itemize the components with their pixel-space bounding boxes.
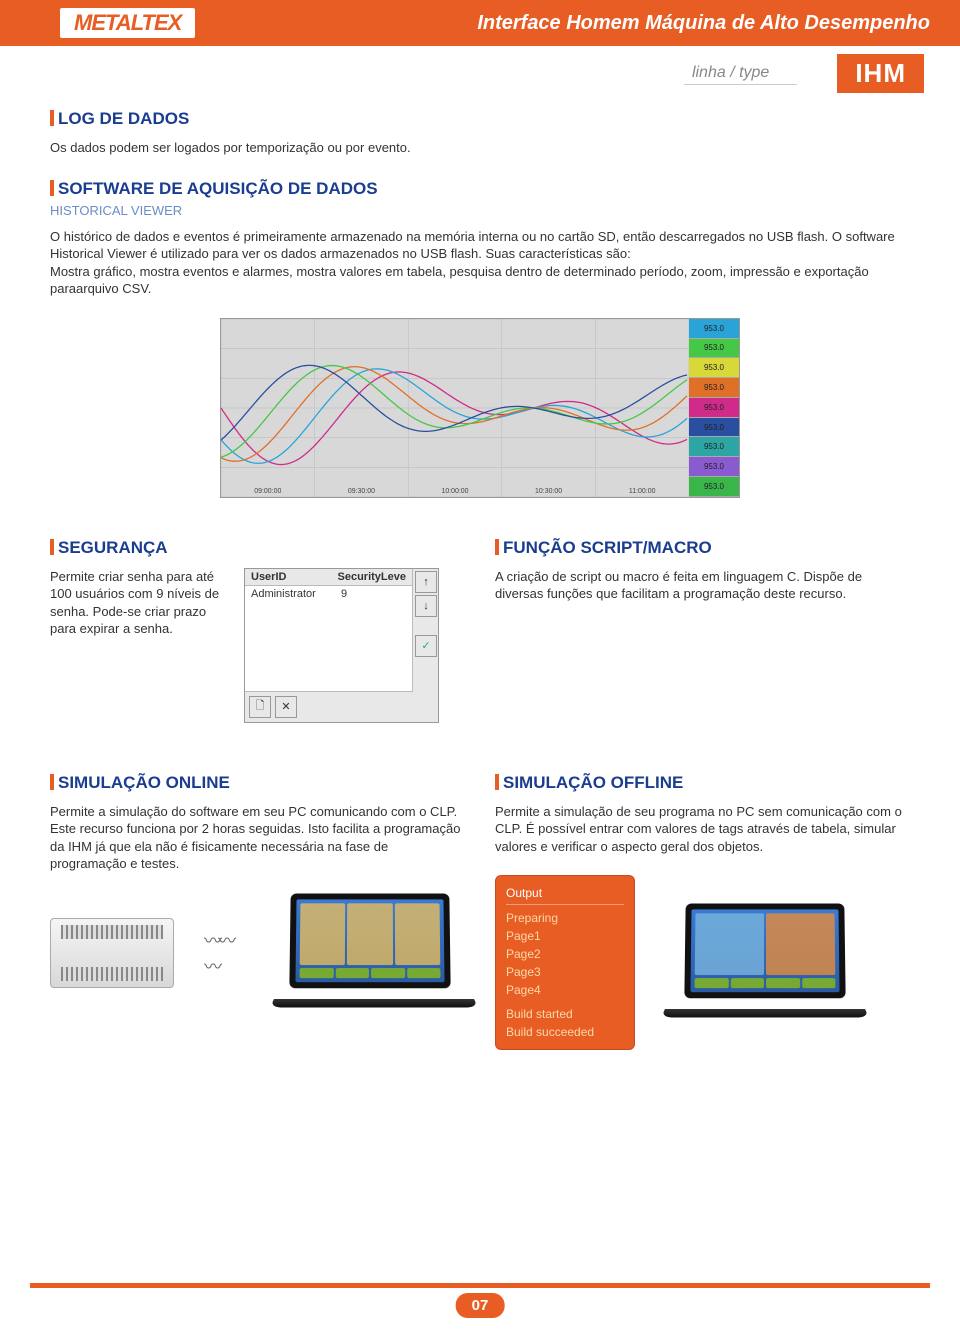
- section-sim-offline: SIMULAÇÃO OFFLINE Permite a simulação de…: [495, 773, 910, 1051]
- section-title-log: LOG DE DADOS: [50, 109, 910, 129]
- output-panel: Output PreparingPage1Page2Page3Page4 Bui…: [495, 875, 635, 1050]
- legend-swatch: 953.0: [689, 477, 739, 497]
- legend-swatch: 953.0: [689, 457, 739, 477]
- section-body-software: O histórico de dados e eventos é primeir…: [50, 228, 910, 298]
- section-title-software: SOFTWARE DE AQUISIÇÃO DE DADOS: [50, 179, 910, 199]
- section-security: SEGURANÇA Permite criar senha para até 1…: [50, 538, 465, 723]
- output-line: Page2: [506, 945, 624, 963]
- security-col-userid: UserID: [245, 569, 332, 585]
- legend-swatch: 953.0: [689, 319, 739, 339]
- page-number: 07: [456, 1293, 505, 1318]
- output-status-succeeded: Build succeeded: [506, 1023, 624, 1041]
- security-check-button[interactable]: ✓: [415, 635, 437, 657]
- linha-type-label: linha / type: [684, 62, 797, 85]
- output-status-started: Build started: [506, 1005, 624, 1023]
- laptop-image-offline: [665, 903, 865, 1023]
- section-title-security: SEGURANÇA: [50, 538, 465, 558]
- svg-text:09:30:00: 09:30:00: [348, 488, 375, 495]
- security-down-button[interactable]: ↓: [415, 595, 437, 617]
- header-title: Interface Homem Máquina de Alto Desempen…: [477, 12, 930, 35]
- section-software: SOFTWARE DE AQUISIÇÃO DE DADOS HISTORICA…: [50, 179, 910, 498]
- svg-text:09:00:00: 09:00:00: [254, 488, 281, 495]
- chart-plot: 09:00:00 09:30:00 10:00:00 10:30:00 11:00:00: [221, 319, 689, 497]
- security-new-button[interactable]: 🗋: [249, 696, 271, 718]
- plc-device-image: [50, 918, 174, 988]
- ihm-badge: IHM: [837, 54, 924, 93]
- security-col-level: SecurityLeve: [332, 569, 412, 585]
- output-line: Page3: [506, 963, 624, 981]
- security-delete-button[interactable]: ✕: [275, 696, 297, 718]
- output-line: Page4: [506, 981, 624, 999]
- security-up-button[interactable]: ↑: [415, 571, 437, 593]
- section-body-sim-online: Permite a simulação do software em seu P…: [50, 803, 465, 873]
- svg-text:11:00:00: 11:00:00: [629, 488, 656, 495]
- svg-text:10:30:00: 10:30:00: [535, 488, 562, 495]
- footer-line: [30, 1283, 930, 1288]
- section-title-script: FUNÇÃO SCRIPT/MACRO: [495, 538, 910, 558]
- section-title-sim-online: SIMULAÇÃO ONLINE: [50, 773, 465, 793]
- output-line: Page1: [506, 927, 624, 945]
- section-subtitle-software: HISTORICAL VIEWER: [50, 203, 910, 218]
- legend-swatch: 953.0: [689, 437, 739, 457]
- header-bar: METALTEX Interface Homem Máquina de Alto…: [0, 0, 960, 46]
- section-script: FUNÇÃO SCRIPT/MACRO A criação de script …: [495, 538, 910, 723]
- legend-swatch: 953.0: [689, 418, 739, 438]
- section-body-script: A criação de script ou macro é feita em …: [495, 568, 910, 603]
- historical-viewer-chart: 09:00:00 09:30:00 10:00:00 10:30:00 11:00:00…: [220, 318, 740, 498]
- security-row-level: 9: [335, 586, 412, 602]
- output-line: Preparing: [506, 909, 624, 927]
- output-header: Output: [506, 884, 624, 905]
- section-body-log: Os dados podem ser logados por temporiza…: [50, 139, 910, 157]
- legend-swatch: 953.0: [689, 339, 739, 359]
- section-body-sim-offline: Permite a simulação de seu programa no P…: [495, 803, 910, 856]
- security-row-user: Administrator: [245, 586, 335, 602]
- section-log: LOG DE DADOS Os dados podem ser logados …: [50, 109, 910, 157]
- legend-swatch: 953.0: [689, 398, 739, 418]
- section-sim-online: SIMULAÇÃO ONLINE Permite a simulação do …: [50, 773, 465, 1051]
- connection-icon: 〰〰〰: [204, 927, 244, 979]
- security-panel: UserID SecurityLeve Administrator 9 ↑: [244, 568, 439, 723]
- laptop-image-online: [274, 893, 465, 1013]
- legend-swatch: 953.0: [689, 358, 739, 378]
- svg-text:10:00:00: 10:00:00: [441, 488, 468, 495]
- section-body-security: Permite criar senha para até 100 usuário…: [50, 568, 230, 638]
- subheader: linha / type IHM: [0, 46, 960, 99]
- legend-swatch: 953.0: [689, 378, 739, 398]
- chart-legend: 953.0953.0953.0953.0953.0953.0953.0953.0…: [689, 319, 739, 497]
- logo: METALTEX: [60, 8, 195, 38]
- section-title-sim-offline: SIMULAÇÃO OFFLINE: [495, 773, 910, 793]
